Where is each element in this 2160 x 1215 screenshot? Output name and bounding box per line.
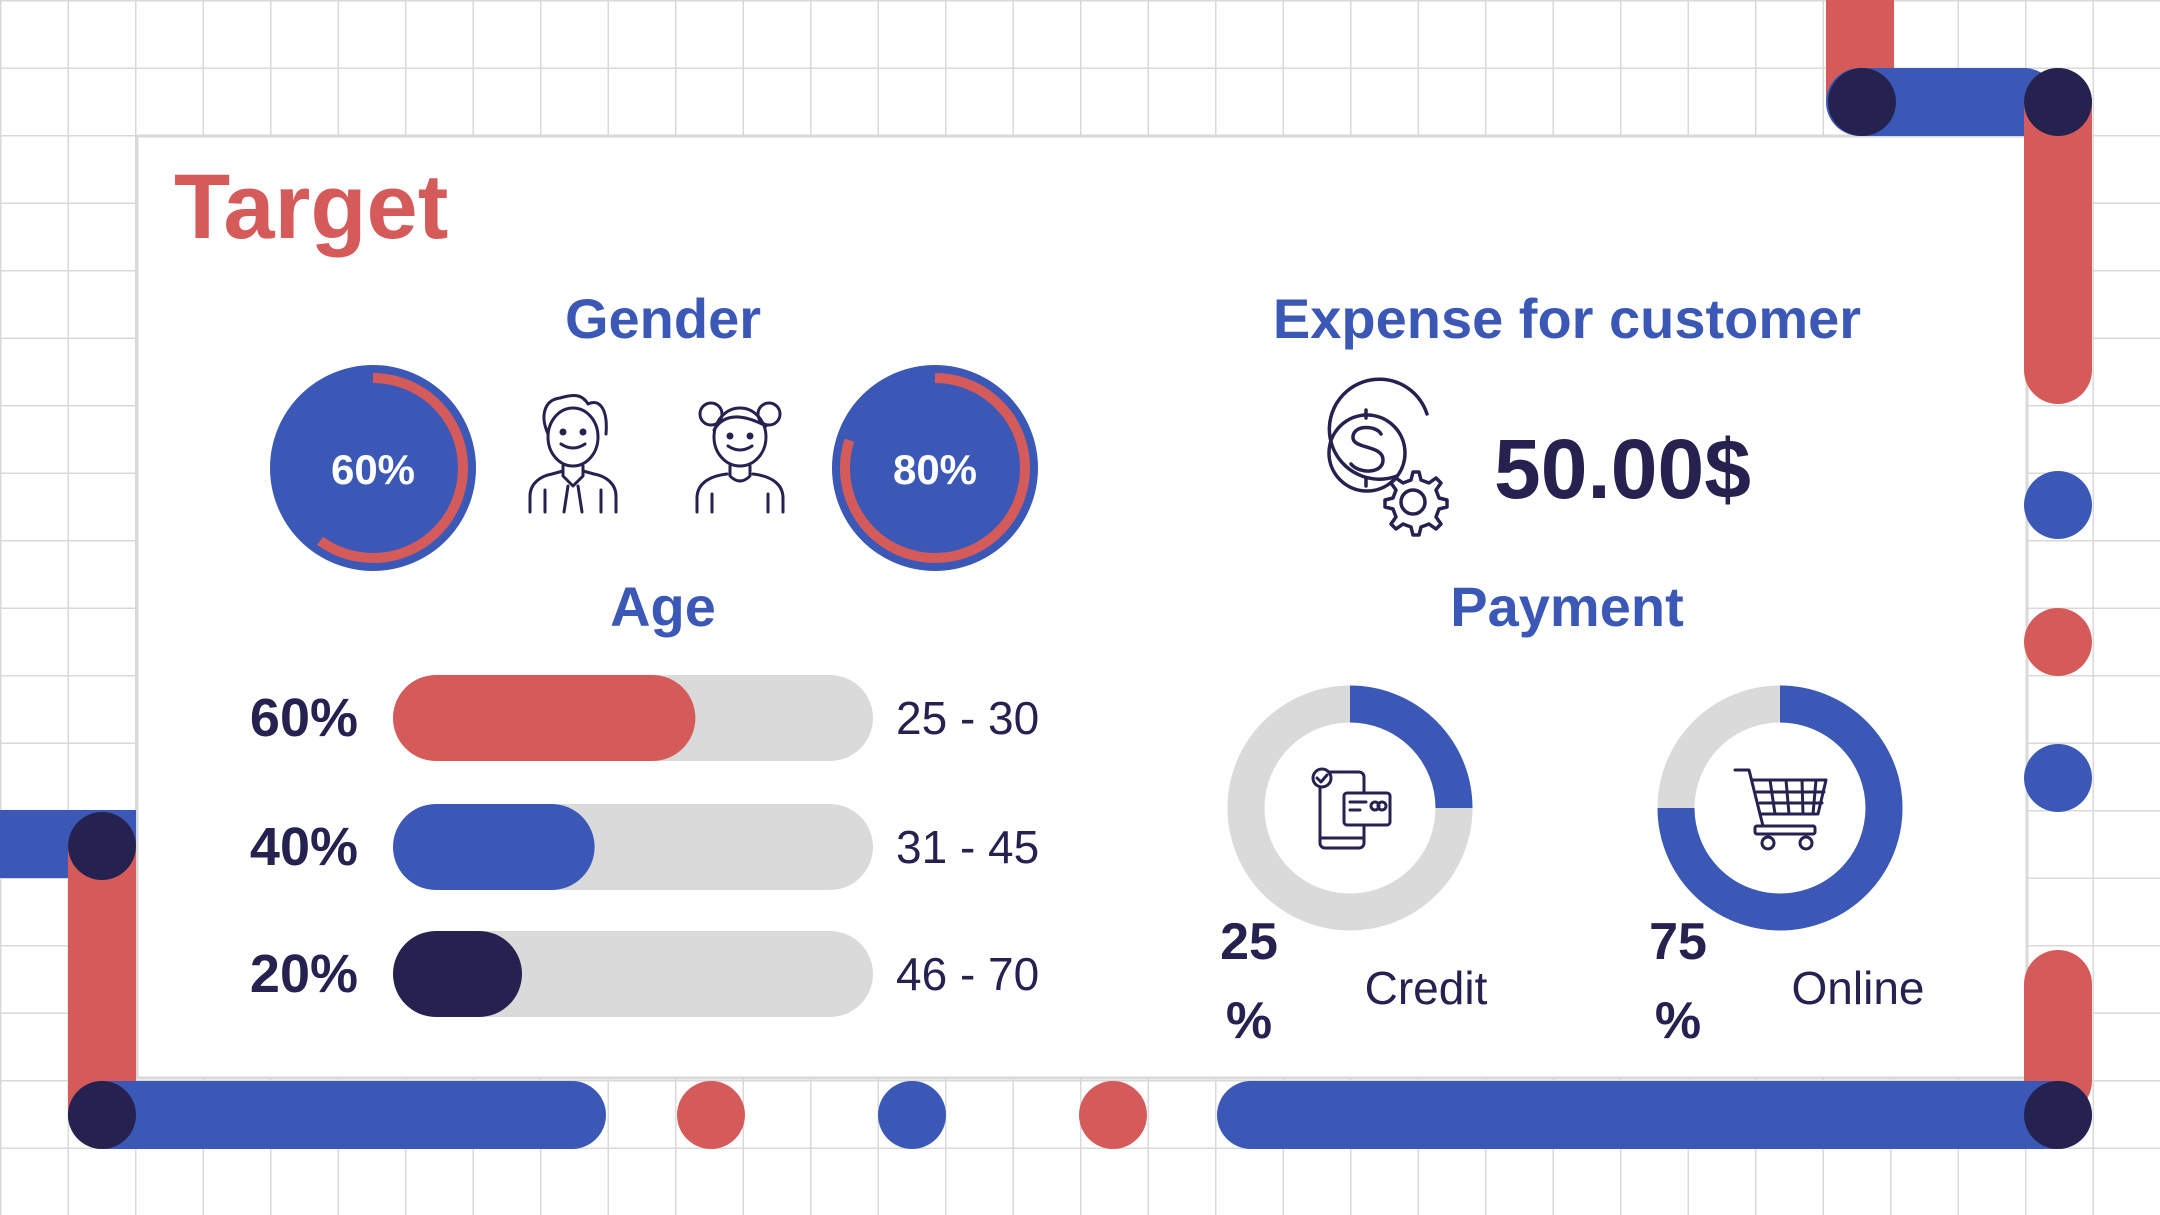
man-icon — [528, 394, 618, 514]
expense-heading: Expense for customer — [1273, 287, 1861, 350]
age-range: 31 - 45 — [896, 821, 1039, 873]
decor-bar-red — [68, 846, 136, 1116]
credit-label: Credit — [1365, 962, 1488, 1014]
decor-dot-navy — [1828, 68, 1896, 136]
decor-bar-blue — [1217, 1081, 2092, 1149]
gender-male-donut: 60% — [270, 365, 476, 571]
decor-dot-navy — [2024, 1081, 2092, 1149]
age-percent: 40% — [250, 817, 358, 877]
age-bars: 60% 25 - 30 40% 31 - 45 20% 46 - 70 — [250, 675, 1039, 1017]
decor-dot-red — [1079, 1081, 1147, 1149]
gender-heading: Gender — [565, 287, 761, 350]
gender-male-percent: 60% — [331, 446, 415, 493]
content-panel — [135, 134, 2029, 1080]
credit-value: 25 — [1220, 913, 1278, 971]
expense-amount: 50.00$ — [1494, 422, 1751, 516]
decor-dot-blue — [878, 1081, 946, 1149]
age-bar-fill — [393, 931, 522, 1017]
online-value: 75 — [1649, 913, 1707, 971]
age-bar-fill — [393, 675, 696, 761]
decor-bar-red — [2024, 950, 2092, 1115]
donut-progress-arc — [1657, 685, 1903, 931]
payment-online: 75 % Online — [1649, 685, 1925, 1050]
decor-bar-blue — [68, 1081, 606, 1149]
woman-icon — [695, 401, 785, 514]
decor-dot-navy — [68, 812, 136, 880]
decor-bar-red — [2024, 68, 2092, 404]
payment-heading: Payment — [1450, 575, 1683, 638]
gender-female-percent: 80% — [893, 446, 977, 493]
credit-value-unit: % — [1226, 992, 1272, 1050]
donut-progress-arc — [317, 373, 468, 563]
dollar-gear-icon — [1327, 377, 1449, 537]
online-value-unit: % — [1655, 992, 1701, 1050]
decor-dot-red — [2024, 608, 2092, 676]
gender-female-donut: 80% — [832, 365, 1038, 571]
age-percent: 60% — [250, 688, 358, 748]
age-percent: 20% — [250, 944, 358, 1004]
shopping-cart-icon — [1733, 768, 1828, 851]
decor-dot-blue — [2024, 744, 2092, 812]
decor-dot-red — [677, 1081, 745, 1149]
age-range: 25 - 30 — [896, 692, 1039, 744]
age-bar-fill — [393, 804, 595, 890]
decor-dot-blue — [2024, 471, 2092, 539]
decor-frame — [0, 0, 2092, 1149]
age-range: 46 - 70 — [896, 948, 1039, 1000]
donut-fill — [270, 365, 476, 571]
payment-credit: 25 % Credit — [1220, 685, 1488, 1050]
online-label: Online — [1792, 962, 1925, 1014]
donut-progress-arc — [840, 373, 1030, 563]
slide-title: Target — [174, 156, 448, 258]
age-heading: Age — [610, 575, 716, 638]
mobile-card-icon — [1311, 767, 1392, 850]
decor-dot-navy — [68, 1081, 136, 1149]
decor-dot-navy — [2024, 68, 2092, 136]
donut-progress-arc — [1349, 685, 1473, 809]
donut-fill — [832, 365, 1038, 571]
